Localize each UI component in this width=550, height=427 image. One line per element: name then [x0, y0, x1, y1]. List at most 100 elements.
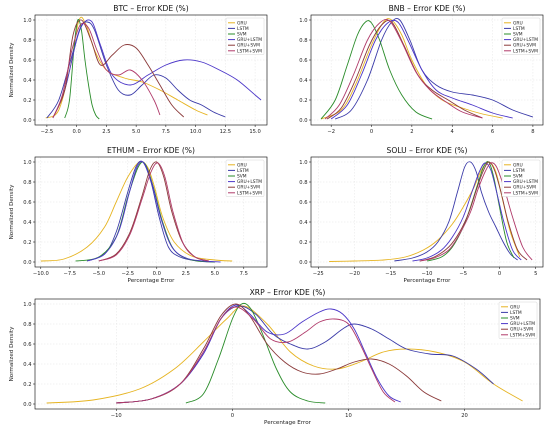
legend-frame	[225, 17, 265, 55]
x-tick-label: 0	[231, 413, 234, 419]
x-tick-label: 7.5	[162, 129, 170, 135]
y-tick-label: 0.2	[23, 240, 31, 246]
series-group	[46, 302, 523, 404]
series-line-gru	[46, 305, 523, 404]
y-tick-label: 0.8	[299, 180, 307, 186]
y-tick-label: 1.0	[23, 160, 31, 166]
y-tick-label: 0.0	[23, 118, 31, 124]
y-axis-label: Normalized Density	[9, 184, 15, 239]
legend-label: LSTM	[510, 310, 522, 316]
y-tick-label: 0.0	[299, 118, 307, 124]
y-tick-label: 1.0	[299, 18, 307, 24]
legend-label: GRU+LSTM	[237, 179, 262, 185]
legend-label: LSTM	[237, 168, 249, 174]
kde-panel-3: −25 −20 −15 −10 −5 0 5 0.0 0.2 0.4 0.6 0.8 1.0 SOLU –…	[299, 146, 544, 284]
legend-label: SVM	[513, 32, 523, 38]
series-group	[320, 17, 534, 120]
x-tick-label: 0.0	[73, 129, 81, 135]
series-line-gru-plus-lstm	[330, 19, 513, 120]
y-tick-label: 0.0	[299, 260, 307, 266]
chart-title: BTC – Error KDE (%)	[113, 4, 188, 13]
series-line-gru	[320, 18, 503, 120]
series-line-lstm	[334, 17, 534, 120]
x-tick-label: 10.0	[190, 129, 202, 135]
y-tick-label: 0.6	[299, 200, 307, 206]
y-tick-label: 0.6	[23, 342, 31, 348]
y-tick-label: 0.4	[23, 78, 32, 84]
chart-title: SOLU – Error KDE (%)	[387, 146, 468, 155]
y-tick-label: 0.2	[23, 382, 31, 388]
axes-frame	[34, 14, 268, 126]
legend-label: GRU+LSTM	[237, 37, 262, 43]
legend-label: GRU+SVM	[237, 185, 260, 191]
y-tick-label: 0.4	[23, 220, 32, 226]
series-line-gru-plus-svm	[326, 20, 483, 120]
x-axis-label: Percentage Error	[128, 278, 176, 284]
x-tick-label: 4	[451, 129, 455, 135]
x-axis-label: Percentage Error	[264, 420, 312, 426]
series-line-lstm	[394, 161, 518, 262]
kde-panel-2: −10.0 −7.5 −5.0 −2.5 0.0 2.5 5.0 7.5 0.0 0.2 0.4 0.…	[9, 146, 268, 284]
x-tick-label: −20	[349, 271, 360, 277]
x-tick-label: 5	[534, 271, 537, 277]
legend-label: GRU	[513, 162, 523, 168]
legend-label: SVM	[513, 174, 523, 180]
y-tick-label: 1.0	[299, 160, 307, 166]
x-tick-label: 20	[461, 413, 468, 419]
x-tick-label: −5.0	[92, 271, 105, 277]
x-tick-label: 5.0	[211, 271, 219, 277]
x-tick-label: 0.0	[153, 271, 161, 277]
series-group	[45, 16, 262, 120]
legend-label: GRU+LSTM	[513, 179, 538, 185]
x-tick-label: 6	[491, 129, 494, 135]
x-tick-label: 8	[531, 129, 534, 135]
legend-label: GRU	[513, 20, 523, 26]
series-line-gru-plus-lstm	[412, 162, 522, 262]
y-tick-label: 0.6	[23, 200, 31, 206]
legend-label: GRU+SVM	[510, 327, 533, 333]
axes-frame	[34, 298, 541, 410]
y-tick-label: 0.2	[23, 98, 31, 104]
x-tick-label: 0	[498, 271, 501, 277]
series-line-gru-plus-svm	[116, 303, 442, 404]
series-line-lstm-plus-svm	[98, 162, 210, 262]
series-line-lstm-plus-svm	[419, 162, 533, 262]
kde-panel-4: −10 0 10 20 0.0 0.2 0.4 0.6 0.8 1.0 XRP – Error KD…	[9, 288, 541, 426]
x-tick-label: −2	[327, 129, 335, 135]
y-tick-label: 1.0	[23, 18, 31, 24]
legend-label: GRU	[237, 162, 247, 168]
y-tick-label: 0.8	[23, 180, 31, 186]
series-group	[329, 161, 533, 262]
y-tick-label: 0.2	[299, 240, 307, 246]
series-line-lstm-plus-svm	[52, 22, 161, 119]
x-tick-label: 2.5	[102, 129, 110, 135]
series-line-svm	[320, 20, 433, 120]
legend-label: GRU+SVM	[513, 43, 536, 49]
y-tick-label: 0.6	[299, 58, 307, 64]
kde-panel-1: −2 0 2 4 6 8 0.0 0.2 0.4 0.6 0.8 1.0 BNB – Error KDE…	[299, 4, 544, 135]
chart-title: ETHUM – Error KDE (%)	[107, 146, 195, 155]
x-tick-label: −25	[313, 271, 324, 277]
series-line-gru-plus-svm	[419, 161, 528, 262]
chart-title: BNB – Error KDE (%)	[389, 4, 466, 13]
series-line-gru-plus-lstm	[52, 19, 262, 119]
y-tick-label: 0.6	[23, 58, 31, 64]
legend-label: GRU+SVM	[237, 43, 260, 49]
y-axis-label: Normalized Density	[9, 42, 15, 97]
x-tick-label: 12.5	[220, 129, 232, 135]
series-line-gru-plus-lstm	[87, 161, 221, 263]
legend-label: LSTM+SVM	[237, 48, 262, 54]
y-tick-label: 0.4	[299, 78, 308, 84]
y-tick-label: 0.0	[23, 260, 31, 266]
y-tick-label: 0.2	[299, 98, 307, 104]
x-tick-label: 0	[370, 129, 373, 135]
x-tick-label: 5.0	[132, 129, 140, 135]
legend-label: LSTM	[513, 168, 525, 174]
x-tick-label: −10.0	[33, 271, 49, 277]
x-tick-label: 15.0	[249, 129, 261, 135]
series-line-gru-plus-svm	[98, 161, 210, 262]
series-line-lstm-plus-svm	[324, 18, 483, 120]
